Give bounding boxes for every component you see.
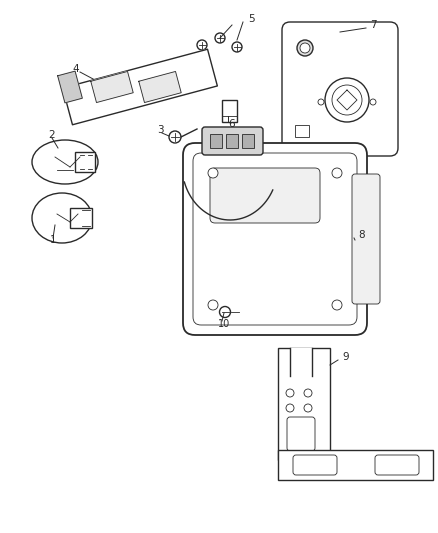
Polygon shape [91, 71, 133, 102]
FancyBboxPatch shape [293, 455, 337, 475]
FancyBboxPatch shape [282, 22, 398, 156]
Ellipse shape [318, 99, 324, 105]
Bar [290, 348, 312, 376]
Ellipse shape [169, 131, 181, 143]
Polygon shape [63, 49, 217, 125]
Ellipse shape [332, 168, 342, 178]
FancyBboxPatch shape [210, 168, 320, 223]
Ellipse shape [208, 168, 218, 178]
FancyBboxPatch shape [202, 127, 263, 155]
Ellipse shape [197, 40, 207, 50]
Bar [75, 152, 95, 172]
Bar [210, 134, 222, 148]
Bar [70, 208, 92, 228]
Ellipse shape [325, 78, 369, 122]
Ellipse shape [32, 193, 92, 243]
Ellipse shape [286, 404, 294, 412]
Ellipse shape [332, 85, 362, 115]
Polygon shape [58, 71, 82, 103]
Bar [242, 134, 254, 148]
Text: 4: 4 [72, 64, 79, 74]
Bar [222, 100, 237, 122]
Ellipse shape [297, 40, 313, 56]
Ellipse shape [219, 306, 230, 318]
Ellipse shape [215, 33, 225, 43]
Ellipse shape [286, 389, 294, 397]
Text: 6: 6 [228, 119, 235, 129]
Text: 5: 5 [248, 14, 254, 24]
Ellipse shape [32, 140, 98, 184]
Text: 3: 3 [157, 125, 164, 135]
Ellipse shape [300, 43, 310, 53]
Ellipse shape [232, 42, 242, 52]
Text: 7: 7 [370, 20, 377, 30]
Bar [355, 180, 377, 298]
Text: 2: 2 [48, 130, 55, 140]
Text: 1: 1 [50, 235, 57, 245]
Ellipse shape [304, 389, 312, 397]
Ellipse shape [304, 404, 312, 412]
Ellipse shape [370, 99, 376, 105]
Text: 8: 8 [358, 230, 364, 240]
Polygon shape [139, 71, 181, 102]
Bar [278, 348, 330, 460]
Text: 9: 9 [342, 352, 349, 362]
FancyBboxPatch shape [375, 455, 419, 475]
Bar [278, 450, 433, 480]
Ellipse shape [332, 300, 342, 310]
Bar [226, 134, 238, 148]
FancyBboxPatch shape [287, 417, 315, 451]
Bar [295, 125, 309, 137]
FancyBboxPatch shape [183, 143, 367, 335]
FancyBboxPatch shape [352, 174, 380, 304]
Text: 10: 10 [218, 319, 230, 329]
Ellipse shape [208, 300, 218, 310]
